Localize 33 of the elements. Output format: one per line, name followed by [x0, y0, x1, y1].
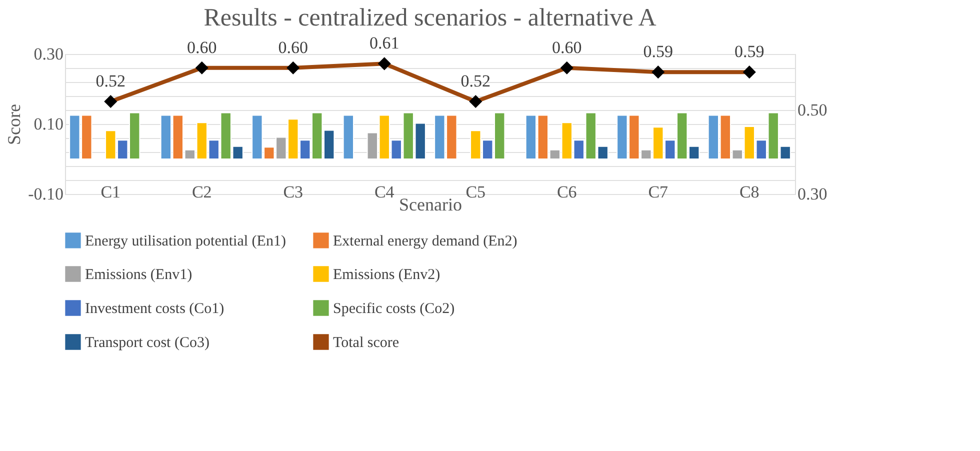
x-axis-title: Scenario — [399, 194, 462, 214]
x-tick-label: C2 — [192, 182, 212, 202]
legend-label: Emissions (Env2) — [333, 267, 440, 283]
legend-label: Emissions (Env1) — [85, 267, 192, 283]
x-tick-label: C5 — [466, 182, 486, 202]
data-label: 0.52 — [96, 72, 126, 91]
legend-label: Specific costs (Co2) — [333, 301, 455, 317]
legend-label: Transport cost (Co3) — [85, 335, 210, 351]
x-tick-label: C8 — [739, 182, 760, 202]
data-label: 0.61 — [370, 34, 400, 53]
legend-label: Energy utilisation potential (En1) — [85, 233, 286, 250]
y-tick-label: 0.10 — [34, 114, 64, 134]
y2-tick-label: 0.30 — [798, 184, 828, 204]
chart-title: Results - centralized scenarios - alternative A — [204, 4, 656, 32]
legend-label: Total score — [333, 335, 400, 351]
legend-label: Investment costs (Co1) — [85, 301, 224, 317]
bar — [342, 114, 354, 160]
y2-tick-label: 0.50 — [798, 100, 828, 120]
data-label: 0.60 — [278, 38, 308, 57]
data-label: 0.59 — [643, 42, 673, 62]
x-tick-label: C1 — [100, 182, 121, 202]
legend-label: External energy demand (En2) — [333, 233, 518, 250]
data-label: 0.59 — [734, 42, 764, 62]
x-tick-label: C4 — [374, 182, 395, 202]
x-tick-label: C7 — [648, 182, 669, 202]
x-tick-label: C3 — [283, 182, 304, 202]
x-tick-label: C6 — [556, 182, 577, 202]
data-label: 0.60 — [552, 38, 582, 57]
y-tick-label: 0.30 — [34, 44, 64, 64]
y-tick-label: -0.10 — [28, 184, 64, 204]
y-axis-title: Score — [4, 104, 24, 145]
data-label: 0.52 — [460, 72, 490, 91]
data-label: 0.60 — [187, 38, 217, 57]
